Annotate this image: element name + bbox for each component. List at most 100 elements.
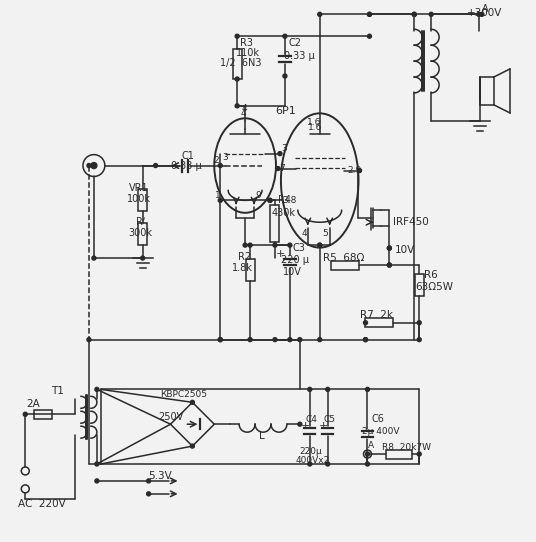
Text: AC  220V: AC 220V bbox=[18, 499, 66, 509]
Text: L: L bbox=[259, 431, 265, 441]
Circle shape bbox=[363, 321, 368, 325]
Circle shape bbox=[318, 12, 322, 16]
Circle shape bbox=[87, 164, 91, 167]
Text: 1: 1 bbox=[215, 191, 221, 200]
Circle shape bbox=[429, 12, 433, 16]
Circle shape bbox=[326, 388, 330, 391]
Circle shape bbox=[363, 338, 368, 341]
Bar bbox=[331, 261, 359, 269]
Circle shape bbox=[268, 198, 272, 202]
Circle shape bbox=[412, 12, 416, 16]
Text: 1.6: 1.6 bbox=[307, 118, 321, 127]
Text: R2: R2 bbox=[238, 252, 251, 262]
Text: КВРС2505: КВРС2505 bbox=[161, 390, 207, 399]
Circle shape bbox=[147, 492, 151, 496]
Text: R': R' bbox=[136, 217, 145, 227]
Text: C6: C6 bbox=[371, 414, 384, 424]
Text: 63Ω5W: 63Ω5W bbox=[415, 282, 453, 292]
Circle shape bbox=[368, 12, 371, 16]
Text: 4: 4 bbox=[241, 105, 247, 113]
Bar bbox=[386, 449, 412, 459]
Circle shape bbox=[218, 338, 222, 341]
Circle shape bbox=[218, 164, 222, 167]
Circle shape bbox=[368, 12, 371, 16]
Circle shape bbox=[235, 104, 239, 108]
Text: 1.8k: 1.8k bbox=[232, 263, 253, 273]
Circle shape bbox=[235, 34, 239, 38]
Text: 2: 2 bbox=[213, 156, 219, 165]
Circle shape bbox=[283, 74, 287, 78]
Circle shape bbox=[248, 243, 252, 247]
Circle shape bbox=[318, 243, 322, 247]
Circle shape bbox=[190, 444, 195, 448]
Text: 4: 4 bbox=[302, 229, 308, 238]
Text: 2A: 2A bbox=[26, 399, 40, 409]
Circle shape bbox=[417, 452, 421, 456]
Bar bbox=[138, 189, 147, 211]
Circle shape bbox=[95, 462, 99, 466]
Circle shape bbox=[417, 338, 421, 341]
Text: 5.3V: 5.3V bbox=[148, 471, 173, 481]
Text: 300k: 300k bbox=[129, 228, 153, 238]
Text: 7: 7 bbox=[279, 164, 285, 173]
Circle shape bbox=[388, 246, 391, 250]
Circle shape bbox=[243, 243, 247, 247]
Text: 3.8: 3.8 bbox=[282, 196, 296, 205]
Text: T1: T1 bbox=[51, 386, 64, 396]
Text: C5: C5 bbox=[324, 415, 336, 424]
Text: +: + bbox=[301, 421, 310, 431]
Circle shape bbox=[318, 243, 322, 247]
Text: 1/2  6N3: 1/2 6N3 bbox=[220, 58, 262, 68]
Text: +300V: +300V bbox=[467, 8, 502, 18]
Bar bbox=[415, 274, 423, 296]
Text: 3: 3 bbox=[222, 153, 228, 162]
Text: 430k: 430k bbox=[272, 208, 296, 218]
Circle shape bbox=[283, 34, 287, 38]
Circle shape bbox=[95, 479, 99, 483]
Circle shape bbox=[278, 152, 282, 156]
Text: 0.33 μ: 0.33 μ bbox=[170, 160, 201, 171]
Circle shape bbox=[308, 388, 312, 391]
Text: 6P1: 6P1 bbox=[275, 106, 296, 116]
Circle shape bbox=[218, 338, 222, 341]
Text: IRF450: IRF450 bbox=[393, 217, 429, 227]
Circle shape bbox=[288, 243, 292, 247]
Circle shape bbox=[366, 388, 369, 391]
Text: R6: R6 bbox=[424, 270, 438, 280]
Text: 10V: 10V bbox=[283, 267, 302, 277]
Text: C3: C3 bbox=[293, 243, 306, 253]
Bar bbox=[245, 259, 255, 281]
Text: 10V: 10V bbox=[394, 245, 414, 255]
Text: R3: R3 bbox=[240, 38, 253, 48]
Circle shape bbox=[388, 263, 391, 267]
Circle shape bbox=[95, 388, 99, 391]
Circle shape bbox=[326, 462, 330, 466]
Circle shape bbox=[218, 198, 222, 202]
Circle shape bbox=[190, 401, 195, 404]
Text: 1.6: 1.6 bbox=[308, 123, 322, 132]
Circle shape bbox=[388, 246, 391, 250]
Text: +: + bbox=[276, 249, 285, 259]
Bar bbox=[233, 49, 242, 79]
Text: 250V: 250V bbox=[159, 412, 184, 422]
Circle shape bbox=[91, 163, 97, 169]
Text: R5  68Ω: R5 68Ω bbox=[323, 253, 364, 263]
Text: A: A bbox=[482, 4, 488, 14]
Circle shape bbox=[268, 198, 272, 202]
Text: 9: 9 bbox=[255, 191, 261, 200]
Circle shape bbox=[308, 462, 312, 466]
Circle shape bbox=[154, 164, 158, 167]
Circle shape bbox=[298, 422, 302, 426]
Bar bbox=[271, 205, 279, 242]
Circle shape bbox=[288, 338, 292, 341]
Circle shape bbox=[318, 338, 322, 341]
Text: 0.33 μ: 0.33 μ bbox=[284, 51, 315, 61]
Circle shape bbox=[87, 338, 91, 341]
Circle shape bbox=[388, 263, 391, 267]
Bar bbox=[366, 318, 393, 327]
Bar bbox=[34, 410, 52, 419]
Circle shape bbox=[273, 338, 277, 341]
Text: C2: C2 bbox=[289, 38, 302, 48]
Text: R7  2k: R7 2k bbox=[360, 310, 392, 320]
Circle shape bbox=[358, 169, 361, 172]
